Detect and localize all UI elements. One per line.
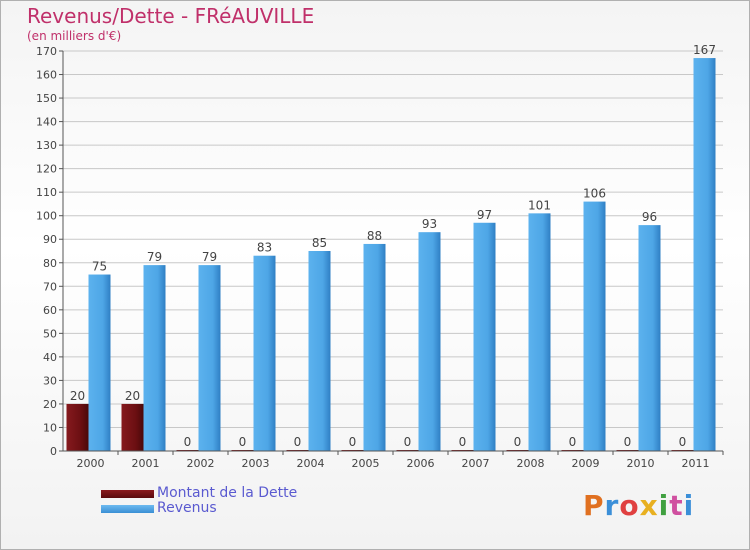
data-label-revenus-2006: 93 (422, 217, 437, 231)
data-label-dette-2004: 0 (294, 435, 302, 449)
bar-revenus-2011 (693, 58, 716, 451)
y-tick-label-90: 90 (43, 233, 57, 246)
x-tick-label-2001: 2001 (132, 457, 160, 470)
y-tick-label-120: 120 (36, 163, 57, 176)
bar-revenus-2005 (363, 243, 386, 451)
data-label-dette-2002: 0 (184, 435, 192, 449)
data-label-dette-2009: 0 (569, 435, 577, 449)
bar-revenus-2009 (583, 201, 606, 451)
bar-revenus-2000 (88, 274, 111, 451)
y-tick-label-100: 100 (36, 210, 57, 223)
data-label-revenus-2007: 97 (477, 208, 492, 222)
data-label-dette-2003: 0 (239, 435, 247, 449)
y-tick-label-0: 0 (50, 445, 57, 458)
y-tick-label-170: 170 (36, 45, 57, 58)
y-tick-label-110: 110 (36, 186, 57, 199)
data-label-dette-2008: 0 (514, 435, 522, 449)
x-tick-label-2003: 2003 (242, 457, 270, 470)
data-label-revenus-2001: 79 (147, 250, 162, 264)
bar-revenus-2008 (528, 213, 551, 451)
data-label-dette-2010: 0 (624, 435, 632, 449)
data-label-revenus-2002: 79 (202, 250, 217, 264)
y-tick-label-150: 150 (36, 92, 57, 105)
y-tick-label-80: 80 (43, 257, 57, 270)
x-tick-label-2002: 2002 (187, 457, 215, 470)
data-label-revenus-2009: 106 (583, 187, 606, 201)
x-tick-label-2009: 2009 (572, 457, 600, 470)
y-tick-label-20: 20 (43, 398, 57, 411)
bar-revenus-2003 (253, 255, 276, 451)
x-tick-label-2011: 2011 (682, 457, 710, 470)
bar-revenus-2006 (418, 232, 441, 451)
legend-swatch-revenus (101, 505, 154, 513)
data-label-revenus-2008: 101 (528, 198, 551, 212)
bar-revenus-2007 (473, 222, 496, 451)
bar-revenus-2004 (308, 251, 331, 451)
bar-dette-2000 (66, 403, 89, 451)
bar-layer: 20 75 20 79 0 79 0 83 0 85 0 88 0 93 0 97 0 101 0 106 0 96 0 16… (66, 43, 716, 451)
y-tick-label-10: 10 (43, 421, 57, 434)
proxiti-logo: Proxiti (583, 489, 694, 522)
x-tick-label-2004: 2004 (297, 457, 325, 470)
data-label-dette-2007: 0 (459, 435, 467, 449)
x-tick-label-2010: 2010 (627, 457, 655, 470)
data-label-revenus-2011: 167 (693, 43, 716, 57)
bar-chart: 2075207907908308508809309701010106096016… (36, 43, 724, 470)
legend-label-revenus: Revenus (157, 500, 217, 516)
x-tick-label-2007: 2007 (462, 457, 490, 470)
logo-letter: P (583, 489, 605, 522)
y-tick-label-130: 130 (36, 139, 57, 152)
y-tick-label-140: 140 (36, 116, 57, 129)
bar-dette-2001 (121, 403, 144, 451)
logo-letter: r (604, 489, 620, 522)
bar-revenus-2010 (638, 225, 661, 451)
data-label-dette-2011: 0 (679, 435, 687, 449)
data-label-revenus-2003: 83 (257, 241, 272, 255)
data-label-dette-2000: 20 (70, 389, 85, 403)
data-label-dette-2005: 0 (349, 435, 357, 449)
y-tick-label-30: 30 (43, 374, 57, 387)
logo-letter: i (658, 489, 670, 522)
data-label-dette-2006: 0 (404, 435, 412, 449)
data-label-revenus-2005: 88 (367, 229, 382, 243)
legend-swatch-dette (101, 490, 154, 498)
y-tick-label-50: 50 (43, 327, 57, 340)
logo-letter: o (619, 489, 640, 522)
y-tick-label-160: 160 (36, 69, 57, 82)
x-tick-label-2005: 2005 (352, 457, 380, 470)
bar-revenus-2001 (143, 265, 166, 451)
y-tick-label-40: 40 (43, 351, 57, 364)
data-label-revenus-2004: 85 (312, 236, 327, 250)
x-tick-label-2000: 2000 (77, 457, 105, 470)
data-label-revenus-2010: 96 (642, 210, 657, 224)
data-label-revenus-2000: 75 (92, 260, 107, 274)
x-tick-label-2008: 2008 (517, 457, 545, 470)
axis-layer: 0 10 20 30 40 50 60 70 80 90 100 110 120 130 140 150 160… (36, 45, 724, 470)
chart-subtitle: (en milliers d'€) (27, 29, 122, 43)
bar-revenus-2002 (198, 265, 221, 451)
y-tick-label-60: 60 (43, 304, 57, 317)
logo-letter: i (683, 489, 695, 522)
y-tick-label-70: 70 (43, 280, 57, 293)
logo-letter: x (639, 489, 659, 522)
legend-label-dette: Montant de la Dette (157, 485, 298, 501)
x-tick-label-2006: 2006 (407, 457, 435, 470)
chart-title: Revenus/Dette - FRéAUVILLE (27, 4, 315, 28)
data-label-dette-2001: 20 (125, 389, 140, 403)
logo-letter: t (669, 489, 684, 522)
